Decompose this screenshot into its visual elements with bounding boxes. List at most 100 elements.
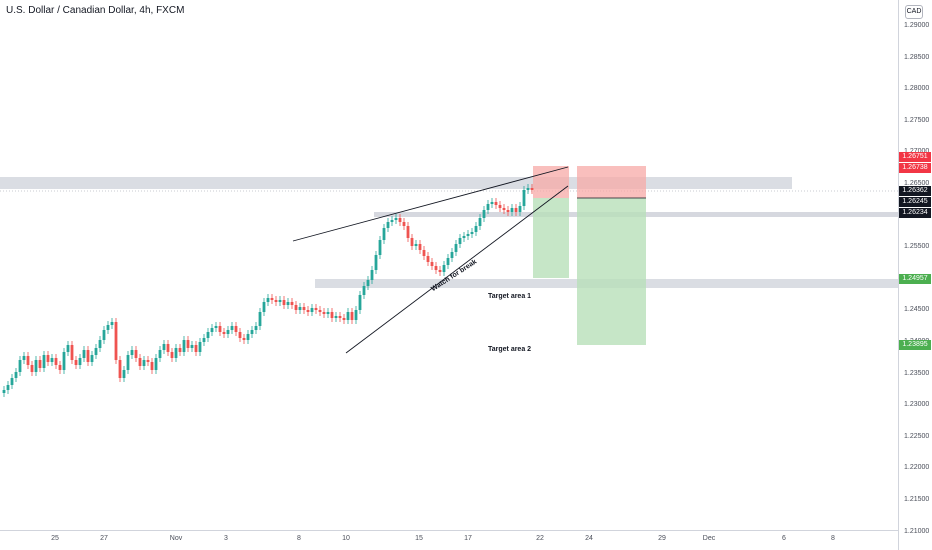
candle-body xyxy=(194,345,198,352)
candle-body xyxy=(370,270,374,280)
candle-body xyxy=(522,190,526,206)
candle-body xyxy=(62,352,66,370)
candle-body xyxy=(238,332,242,338)
candle-body xyxy=(82,350,86,358)
candle-body xyxy=(10,378,14,385)
candle-body xyxy=(122,370,126,378)
symbol-title[interactable]: U.S. Dollar / Canadian Dollar, 4h, FXCM xyxy=(6,5,185,16)
price-tick-label: 1.26500 xyxy=(904,180,930,187)
take-profit-box-2 xyxy=(577,198,646,345)
candle-body xyxy=(290,302,294,305)
candle-body xyxy=(386,222,390,228)
candle-body xyxy=(282,300,286,305)
price-tick-label: 1.22500 xyxy=(904,432,930,440)
candle-body xyxy=(258,312,262,326)
drawing-layer xyxy=(292,166,569,354)
candle-body xyxy=(382,228,386,240)
candle-body xyxy=(454,244,458,252)
candle-body xyxy=(254,326,258,330)
candle-body xyxy=(510,208,514,212)
candle-body xyxy=(438,270,442,272)
stop-loss-box-2 xyxy=(577,166,646,198)
candle-body xyxy=(278,300,282,302)
price-axis-divider xyxy=(898,0,899,550)
candle-body xyxy=(474,226,478,232)
candle-body xyxy=(230,326,234,330)
candle-body xyxy=(106,325,110,330)
candle-body xyxy=(214,326,218,328)
price-tick-label: 1.25500 xyxy=(904,243,930,251)
candle-body xyxy=(402,222,406,226)
candle-body xyxy=(6,385,10,390)
price-tick-label: 1.23000 xyxy=(904,401,930,409)
candle-body xyxy=(502,208,506,210)
candle-body xyxy=(182,340,186,352)
candle-body xyxy=(354,310,358,320)
price-tick-label: 1.22000 xyxy=(904,464,930,472)
candle-body xyxy=(222,332,226,334)
time-tick-label: 15 xyxy=(415,535,423,542)
currency-badge[interactable]: CAD xyxy=(905,5,923,19)
candle-body xyxy=(314,308,318,310)
candle-body xyxy=(46,355,50,362)
time-axis-divider xyxy=(0,530,898,531)
candle-body xyxy=(118,360,122,378)
price-tick-label: 1.27000 xyxy=(904,148,929,155)
price-tag: 1.26751 xyxy=(899,152,931,162)
candle-body xyxy=(98,340,102,348)
candle-body xyxy=(54,358,58,365)
candle-body xyxy=(234,326,238,332)
candle-body xyxy=(70,345,74,360)
candle-body xyxy=(90,355,94,362)
candle-body xyxy=(270,298,274,300)
candle-body xyxy=(58,365,62,370)
candle-body xyxy=(466,234,470,236)
candle-body xyxy=(206,332,210,338)
candle-body xyxy=(366,280,370,286)
candle-body xyxy=(414,244,418,246)
candle-body xyxy=(318,310,322,312)
candle-body xyxy=(362,286,366,295)
candle-body xyxy=(418,244,422,250)
candle-body xyxy=(346,312,350,320)
candle-body xyxy=(162,344,166,350)
candle-body xyxy=(166,344,170,352)
candle-body xyxy=(178,348,182,352)
candle-body xyxy=(398,218,402,222)
candle-body xyxy=(490,202,494,204)
candle-body xyxy=(266,298,270,302)
candle-body xyxy=(434,266,438,270)
candle-body xyxy=(134,350,138,358)
candle-body xyxy=(394,218,398,220)
candle-body xyxy=(294,305,298,310)
time-tick-label: 3 xyxy=(224,535,228,542)
candle-body xyxy=(150,362,154,370)
candle-body xyxy=(66,345,70,352)
time-tick-label: 27 xyxy=(100,535,108,542)
price-tick-label: 1.28000 xyxy=(904,85,930,93)
candle-body xyxy=(30,365,34,372)
candle-body xyxy=(478,218,482,226)
candle-body xyxy=(154,358,158,370)
candle-body xyxy=(330,312,334,318)
time-tick-label: 8 xyxy=(831,535,835,542)
candlestick-series xyxy=(2,184,534,397)
candle-body xyxy=(86,350,90,362)
candle-body xyxy=(22,356,26,360)
price-tag: 1.26738 xyxy=(899,163,931,173)
resistance-zone xyxy=(0,177,792,189)
candle-body xyxy=(430,262,434,266)
candle-body xyxy=(442,265,446,272)
time-tick-label: 10 xyxy=(342,535,350,542)
candle-body xyxy=(174,348,178,358)
candle-body xyxy=(110,322,114,325)
price-tag: 1.24957 xyxy=(899,274,931,284)
candle-body xyxy=(14,372,18,378)
candle-body xyxy=(286,302,290,305)
candle-body xyxy=(102,330,106,340)
time-tick-label: 17 xyxy=(464,535,472,542)
time-tick-label: 24 xyxy=(585,535,593,542)
candle-body xyxy=(18,360,22,372)
